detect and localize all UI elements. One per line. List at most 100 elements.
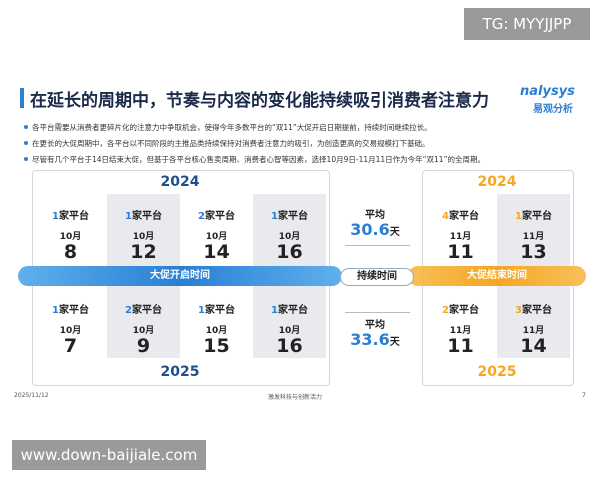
month: 10月 (132, 232, 155, 242)
month: 10月 (132, 326, 155, 336)
day: 15 (203, 335, 230, 357)
line-top (345, 245, 410, 246)
avg-value: 33.6 (350, 330, 390, 349)
unit: 家平台 (521, 211, 552, 222)
avg-unit: 天 (389, 337, 400, 348)
unit: 家平台 (448, 211, 479, 222)
platform-count: 1家平台 (497, 204, 570, 223)
count: 2 (125, 305, 132, 316)
avg-unit: 天 (389, 227, 400, 238)
day: 14 (520, 335, 547, 357)
month: 10月 (59, 232, 82, 242)
count: 2 (198, 211, 205, 222)
date-cell: 2家平台 11月 11 (424, 298, 497, 356)
date-cell: 1家平台 10月 12 (107, 204, 180, 262)
date-cell: 1家平台 10月 16 (253, 298, 326, 356)
date-cell: 3家平台 11月 14 (497, 298, 570, 356)
count: 1 (198, 305, 205, 316)
count: 1 (515, 211, 522, 222)
platform-count: 2家平台 (180, 204, 253, 223)
watermark: TG: MYYJJPP (464, 8, 590, 40)
month: 11月 (449, 326, 472, 336)
date-cell: 1家平台 11月 13 (497, 204, 570, 262)
count: 1 (52, 211, 59, 222)
unit: 家平台 (58, 211, 89, 222)
unit: 家平台 (277, 211, 308, 222)
count: 1 (271, 211, 278, 222)
date-cell: 2家平台 10月 14 (180, 204, 253, 262)
footer-slogan: 激发科技与创新活力 (268, 394, 323, 401)
date-cell: 1家平台 10月 8 (34, 204, 107, 262)
year: 2025 (160, 364, 200, 380)
title: 在延长的周期中，节奏与内容的变化能持续吸引消费者注意力 (30, 91, 489, 111)
year: 2024 (160, 174, 200, 190)
date-cell: 1家平台 10月 16 (253, 204, 326, 262)
date-cell: 2家平台 10月 9 (107, 298, 180, 356)
logo-sub: 易观分析 (533, 104, 573, 115)
avg-line: 30.6天 (330, 220, 420, 239)
avg-value: 30.6 (350, 220, 390, 239)
count: 3 (515, 305, 522, 316)
platform-count: 3家平台 (497, 298, 570, 317)
day: 12 (130, 241, 157, 263)
month: 10月 (278, 326, 301, 336)
platform-count: 1家平台 (180, 298, 253, 317)
avg-label: 平均 (365, 320, 385, 331)
unit: 家平台 (448, 305, 479, 316)
day: 11 (447, 241, 474, 263)
unit: 家平台 (521, 305, 552, 316)
watermark: www.down-baijiale.com (12, 440, 206, 470)
banner: 大促结束时间 (408, 266, 586, 286)
date-cell: 4家平台 11月 11 (424, 204, 497, 262)
day: 13 (520, 241, 547, 263)
banner: 大促开启时间 (18, 266, 342, 286)
month: 10月 (59, 326, 82, 336)
unit: 家平台 (204, 211, 235, 222)
day: 9 (136, 335, 151, 357)
footer-date: 2025/11/12 (14, 392, 49, 399)
date-cell: 1家平台 10月 7 (34, 298, 107, 356)
count: 4 (442, 211, 449, 222)
avg-line: 33.6天 (330, 330, 420, 349)
platform-count: 1家平台 (34, 204, 107, 223)
month: 11月 (449, 232, 472, 242)
month: 10月 (278, 232, 301, 242)
unit: 家平台 (131, 305, 162, 316)
count: 1 (271, 305, 278, 316)
platform-count: 1家平台 (107, 204, 180, 223)
year: 2025 (477, 364, 517, 380)
day: 14 (203, 241, 230, 263)
bullet: 在更长的大促周期中，各平台以不同阶段的主推品类持续保持对消费者注意力的吸引，为创… (24, 138, 592, 149)
bullet: 尽管有几个平台于14日结束大促，但基于各平台核心售卖周期、消费者心智等因素，选择… (24, 154, 592, 165)
page-number: 7 (582, 392, 586, 399)
platform-count: 2家平台 (424, 298, 497, 317)
count: 1 (52, 305, 59, 316)
count: 2 (442, 305, 449, 316)
year: 2024 (477, 174, 517, 190)
month: 10月 (205, 326, 228, 336)
day: 16 (276, 335, 303, 357)
date-cell: 1家平台 10月 15 (180, 298, 253, 356)
day: 16 (276, 241, 303, 263)
day: 8 (63, 241, 78, 263)
platform-count: 4家平台 (424, 204, 497, 223)
platform-count: 1家平台 (253, 298, 326, 317)
unit: 家平台 (131, 211, 162, 222)
platform-count: 1家平台 (34, 298, 107, 317)
unit: 家平台 (277, 305, 308, 316)
month: 10月 (205, 232, 228, 242)
bullet: 各平台需要从消费者更碎片化的注意力中争取机会，使得今年多数平台的“双11”大促开… (24, 122, 592, 133)
day: 11 (447, 335, 474, 357)
month: 11月 (522, 232, 545, 242)
unit: 家平台 (204, 305, 235, 316)
line-bottom (345, 312, 410, 313)
day: 7 (63, 335, 78, 357)
platform-count: 2家平台 (107, 298, 180, 317)
unit: 家平台 (58, 305, 89, 316)
title-bar (20, 88, 24, 108)
logo: nalysys (520, 84, 575, 99)
avg-label: 平均 (365, 210, 385, 221)
platform-count: 1家平台 (253, 204, 326, 223)
month: 11月 (522, 326, 545, 336)
